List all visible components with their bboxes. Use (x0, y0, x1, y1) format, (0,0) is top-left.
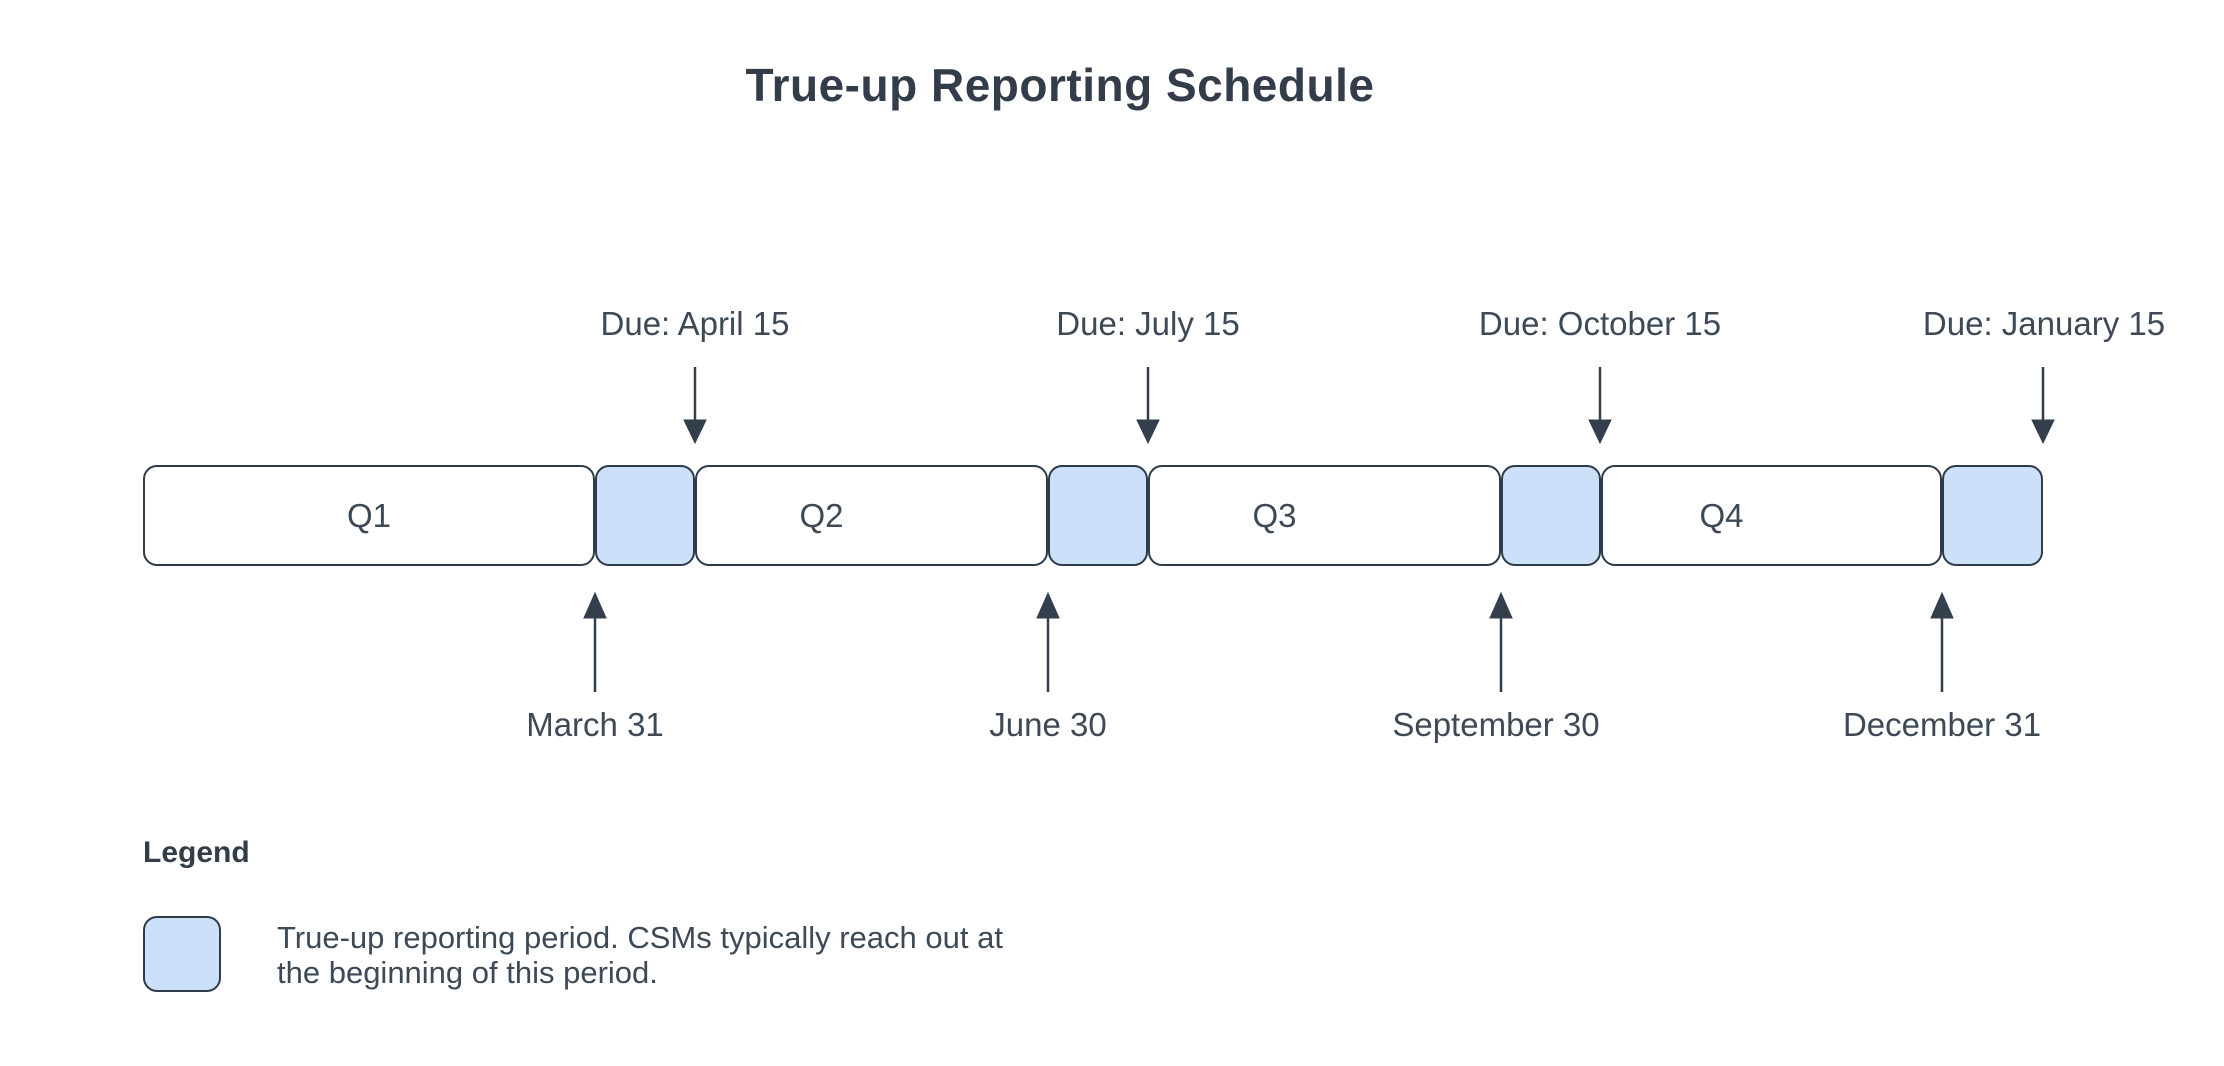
quarter-end-label-q2: June 30 (989, 706, 1107, 743)
quarter-end-label-q3: September 30 (1392, 706, 1600, 743)
page-title: True-up Reporting Schedule (745, 59, 1375, 111)
up-arrow-icon (1036, 591, 1060, 692)
legend-description: True-up reporting period. CSMs typically… (277, 920, 1003, 990)
quarter-end-label-q1: March 31 (526, 706, 664, 743)
trueup-period-swatch (143, 916, 221, 992)
due-date-label-q3: Due: October 15 (1478, 305, 1722, 342)
trueup-period-segment (1942, 465, 2043, 566)
quarter-end-label-q4: December 31 (1842, 706, 2042, 743)
legend-heading: Legend (143, 836, 250, 869)
down-arrow-icon (2031, 367, 2055, 445)
quarter-segment-q2 (695, 465, 1048, 566)
due-date-label-q4: Due: January 15 (1922, 305, 2166, 342)
due-date-label-q2: Due: July 15 (1056, 305, 1240, 342)
quarter-segment-q1 (143, 465, 595, 566)
down-arrow-icon (683, 367, 707, 445)
quarter-segment-q3 (1148, 465, 1501, 566)
up-arrow-icon (583, 591, 607, 692)
down-arrow-icon (1588, 367, 1612, 445)
due-date-label-q1: Due: April 15 (600, 305, 790, 342)
down-arrow-icon (1136, 367, 1160, 445)
trueup-period-segment (1048, 465, 1148, 566)
quarter-segment-q4 (1601, 465, 1942, 566)
trueup-period-segment (1501, 465, 1601, 566)
legend-description-line-1: True-up reporting period. CSMs typically… (277, 920, 1003, 955)
up-arrow-icon (1489, 591, 1513, 692)
legend-description-line-2: the beginning of this period. (277, 955, 658, 990)
trueup-period-segment (595, 465, 695, 566)
up-arrow-icon (1930, 591, 1954, 692)
